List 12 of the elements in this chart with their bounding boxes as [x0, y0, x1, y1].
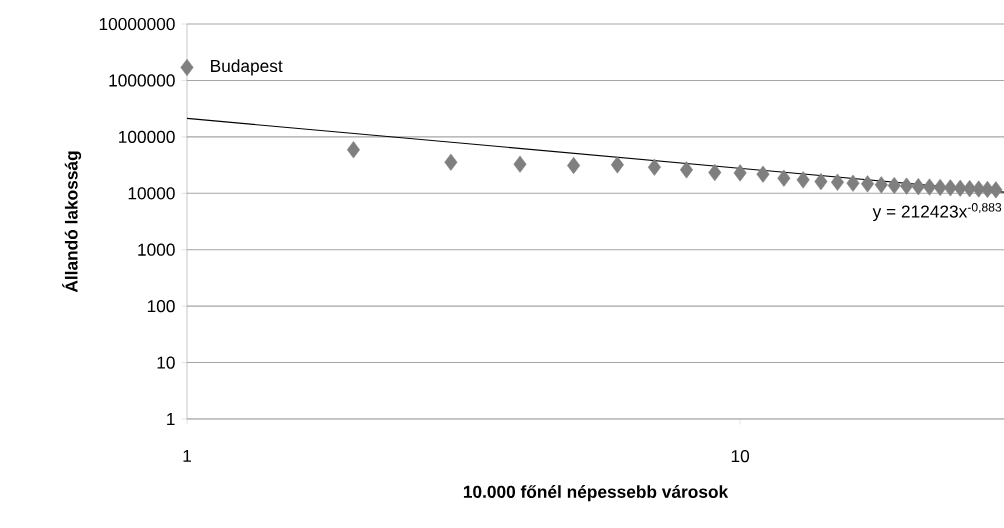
annotation: y = 212423x$^{-0,883}$ — [872, 203, 1002, 222]
y-axis-title: Állandó lakosság — [62, 151, 82, 293]
x-axis-title: 10.000 főnél népessebb városok — [463, 485, 729, 502]
y-tick-label: 1 — [167, 413, 175, 425]
annotation: Budapest — [211, 59, 283, 76]
y-tick-label: 10 — [157, 356, 175, 369]
y-tick-label: 100 — [147, 300, 175, 313]
y-tick-label: 1000000 — [109, 74, 175, 87]
y-tick-label: 1000 — [138, 243, 175, 256]
y-tick-label: 100000 — [119, 130, 175, 143]
y-tick-label: 10000000 — [99, 17, 175, 31]
y-tick-label: 10000 — [128, 187, 175, 200]
